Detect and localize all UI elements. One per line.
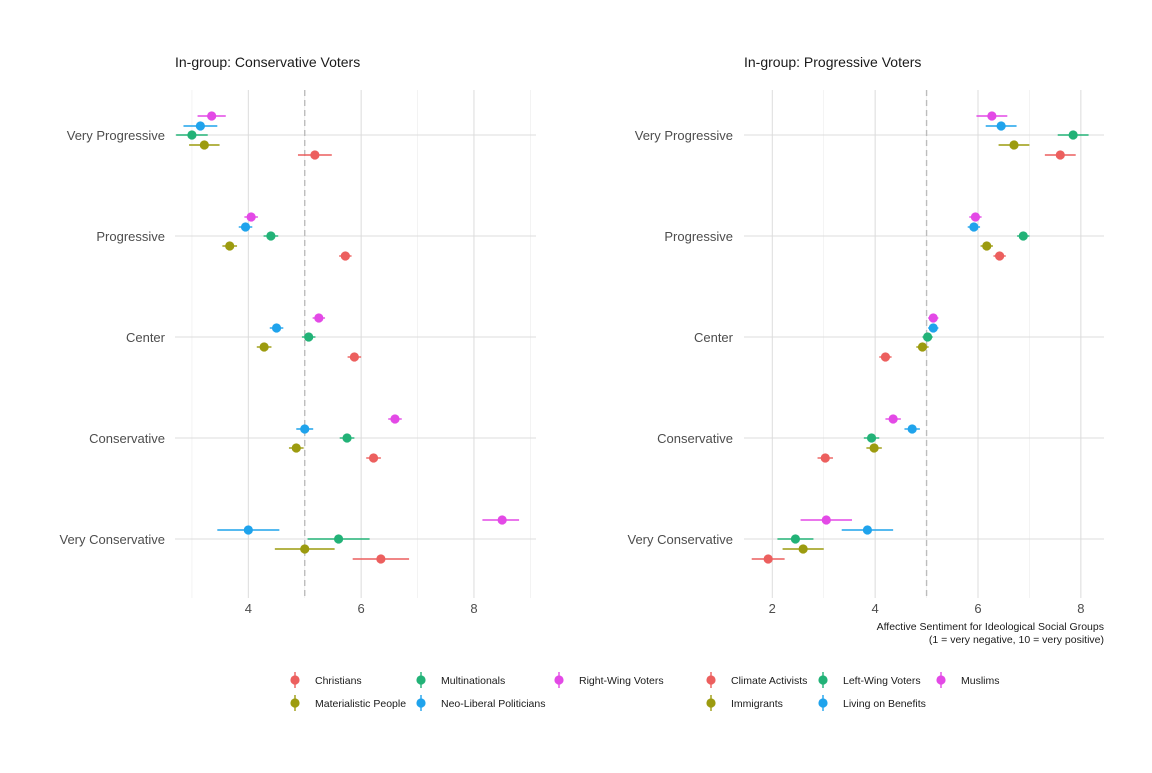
legend-label: Immigrants [731,698,783,710]
panel-1-category-label: Progressive [96,229,165,244]
legend-key-dot [818,675,828,685]
panel-2-data-point [982,241,992,251]
legend-label: Multinationals [441,675,505,687]
panel-1-data-point [243,525,253,535]
panel-1-category-label: Very Conservative [60,532,166,547]
panel-1-category-label: Very Progressive [67,128,165,143]
panel-2-data-point [917,342,928,352]
panel-1-data-point [342,433,352,443]
panel-1-tick-label: 6 [358,601,365,616]
legend-key-dot [706,675,716,685]
legend-key-dot [416,675,426,685]
panel-2-data-point [970,212,981,222]
panel-2-data-point [790,534,801,544]
panel-2-data-point [1055,150,1065,160]
panel-2-data-point [763,554,773,564]
panel-1-data-point [497,515,507,525]
panel-2-data-point [996,121,1006,131]
panel-1-data-point [340,251,350,261]
panel-2-category-label: Very Conservative [628,532,734,547]
panel-1-data-point [333,534,344,544]
panel-1-tick-label: 4 [245,601,252,616]
legend-label: Materialistic People [315,698,406,710]
panel-1-data-point [187,130,197,140]
legend-key-dot [706,698,716,708]
panel-2-data-point [888,414,898,424]
legend-label: Muslims [961,675,1000,687]
panel-1-data-point [314,313,324,323]
panel-1-category-label: Center [126,330,166,345]
panel-1-data-point [246,212,256,222]
panel-2-data-point [907,424,917,434]
panel-2-data-point [1009,140,1019,150]
panel-2-data-point [928,313,938,323]
panel-1-data-point [291,443,301,453]
panel-2-data-point [1018,231,1028,241]
panel-1-data-point [300,424,310,434]
panel-2-data-point [995,251,1005,261]
panel-2-tick-label: 8 [1077,601,1084,616]
panel-2-data-point [866,433,877,443]
legend-key-dot [290,675,300,685]
panel-1-data-point [349,352,359,362]
legend-label: Climate Activists [731,675,807,687]
legend-key-dot [818,698,828,708]
panel-2-data-point [923,332,933,342]
panel-2-data-point [869,443,879,453]
legend-key-dot [290,698,300,708]
panel-2-data-point [820,453,830,463]
panel-1-data-point [266,231,276,241]
legend-label: Right-Wing Voters [579,675,664,687]
panel-2-category-label: Very Progressive [635,128,733,143]
panel-2-data-point [1068,130,1078,140]
panel-2-data-point [928,323,938,333]
panel-1-data-point [207,111,217,121]
panel-1-data-point [271,323,282,333]
legend-label: Living on Benefits [843,698,926,710]
panel-1-data-point [300,544,310,554]
panel-1-data-point [304,332,314,342]
panel-2-data-point [798,544,808,554]
legend-label: Left-Wing Voters [843,675,921,687]
legend-key-dot [554,675,564,685]
panel-2-data-point [880,352,891,362]
panel-1-data-point [390,414,400,424]
panel-2-category-label: Progressive [664,229,733,244]
panel-1-data-point [195,121,205,131]
panel-1-data-point [310,150,320,160]
panel-2-category-label: Conservative [657,431,733,446]
panel-1-data-point [376,554,386,564]
panel-1-data-point [240,222,251,232]
panel-2-data-point [969,222,979,232]
panel-2-tick-label: 4 [872,601,879,616]
panel-2-xlabel: Affective Sentiment for Ideological Soci… [877,621,1104,633]
panel-1-data-point [199,140,209,150]
panel-1-title: In-group: Conservative Voters [175,54,360,70]
panel-2-tick-label: 2 [769,601,776,616]
panel-1-tick-label: 8 [470,601,477,616]
panel-2-tick-label: 6 [974,601,981,616]
panel-2-category-label: Center [694,330,734,345]
legend-key-dot [936,675,946,685]
panel-2-data-point [821,515,831,525]
legend-label: Neo-Liberal Politicians [441,698,545,710]
panel-1-category-label: Conservative [89,431,165,446]
panel-2-title: In-group: Progressive Voters [744,54,921,70]
legend-key-dot [416,698,426,708]
panel-2-data-point [862,525,873,535]
panel-1-data-point [368,453,379,463]
panel-2-data-point [987,111,997,121]
panel-1-data-point [259,342,269,352]
panel-2-xlabel-line2: (1 = very negative, 10 = very positive) [929,634,1104,646]
panel-1-data-point [225,241,235,251]
legend-label: Christians [315,675,362,687]
